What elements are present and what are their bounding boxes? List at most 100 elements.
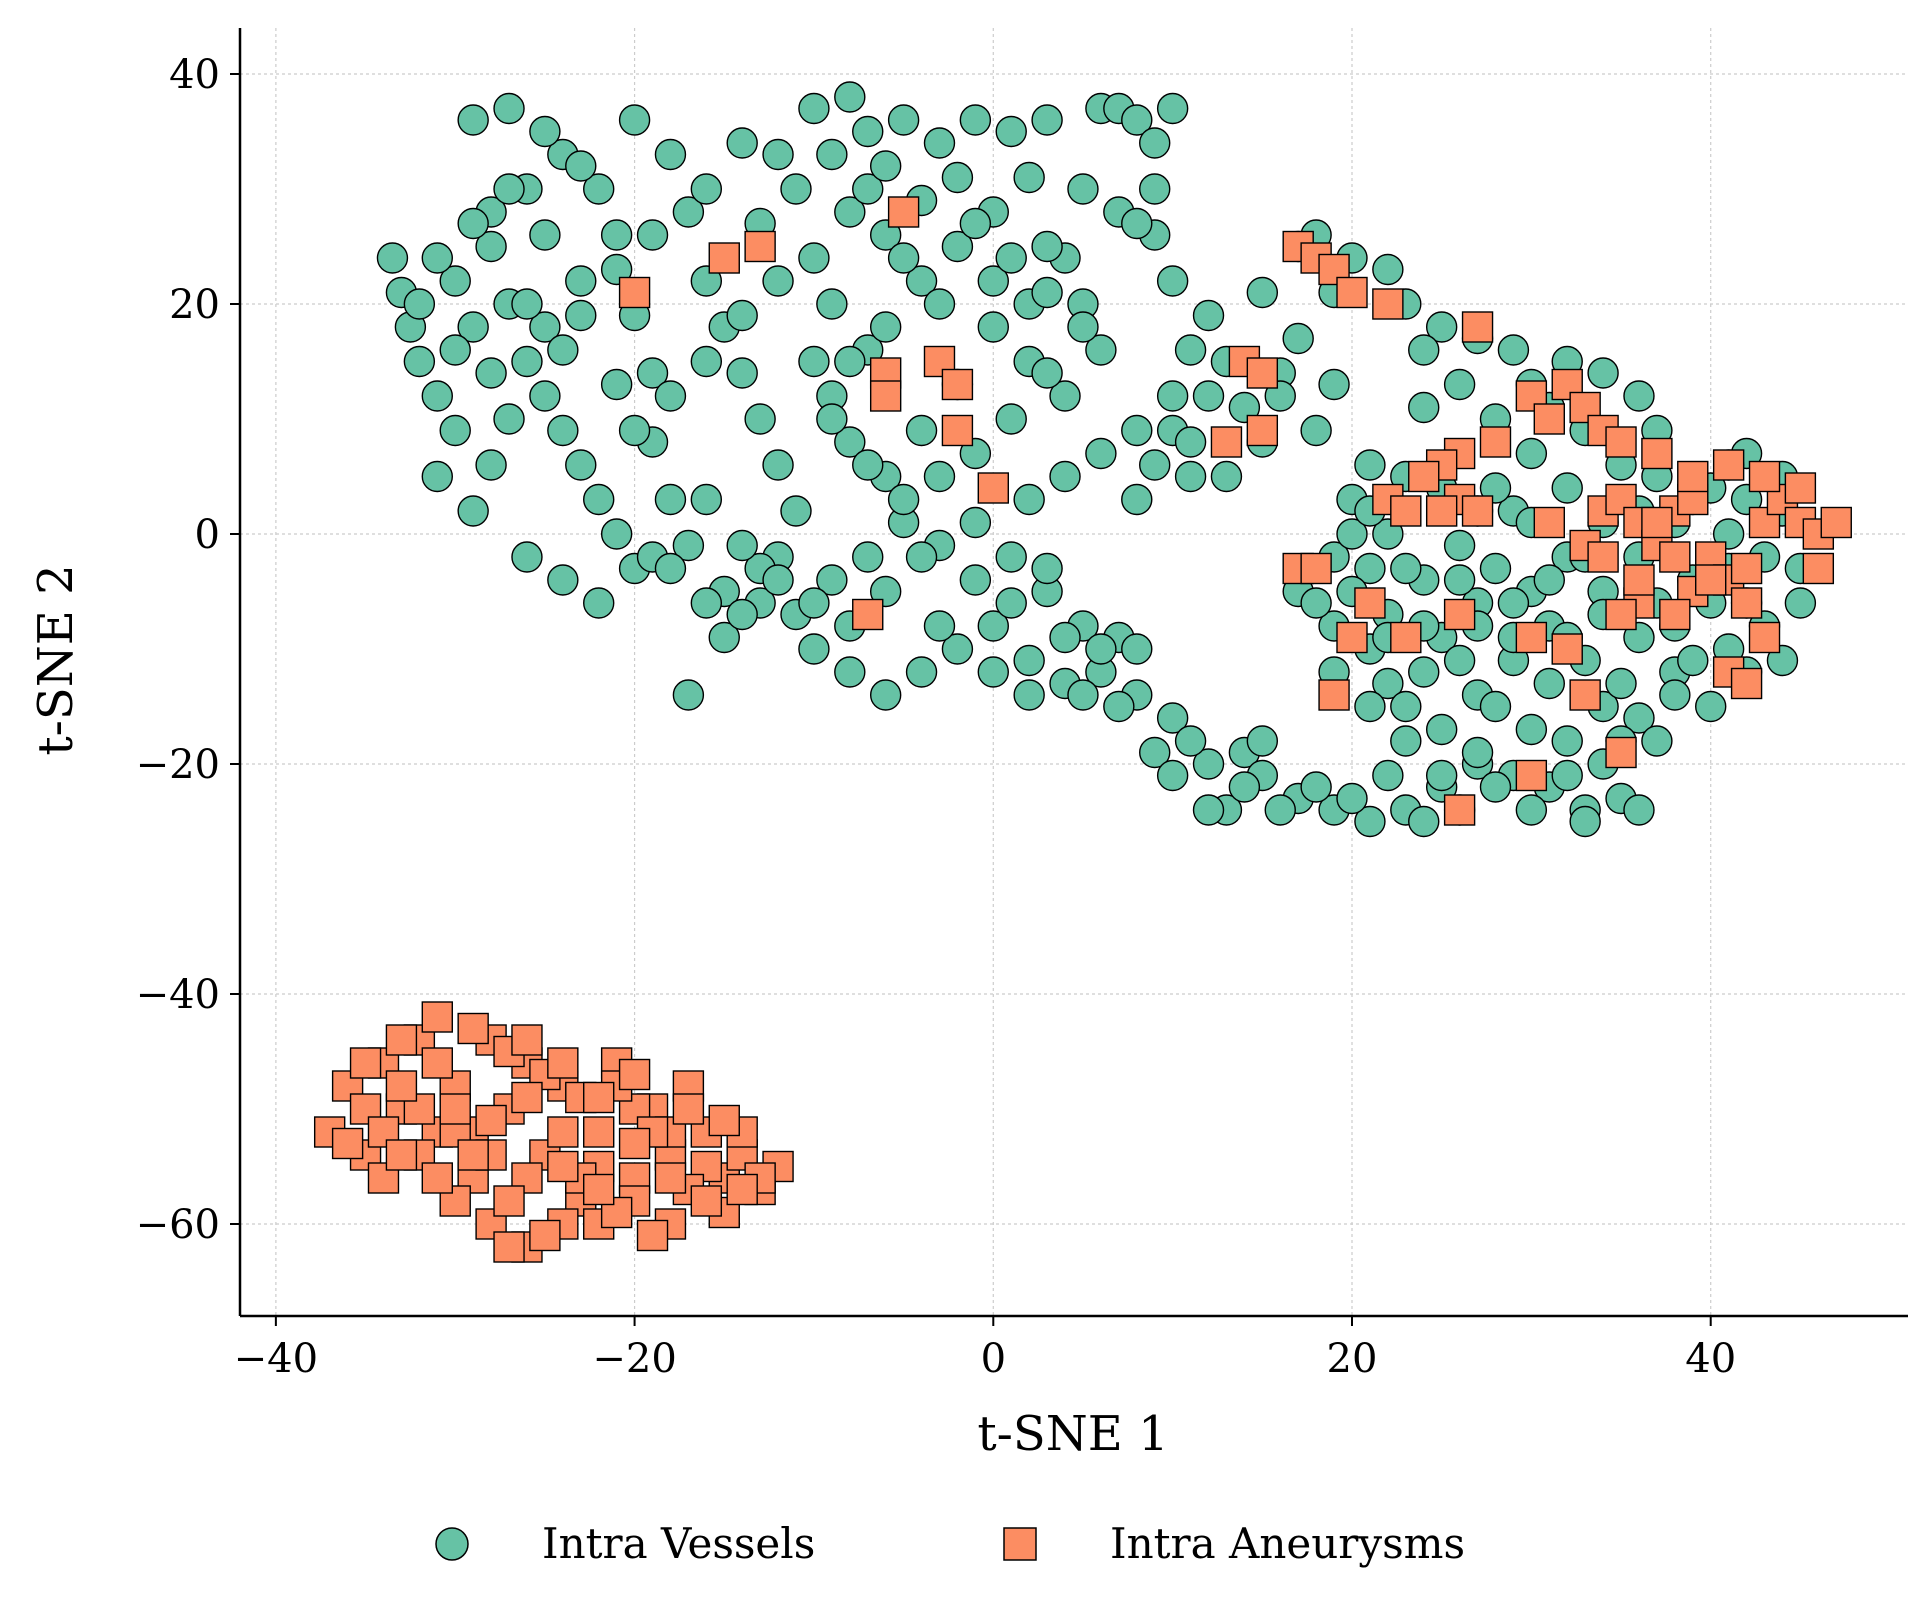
aneurysm-point	[547, 1150, 579, 1183]
vessel-point	[852, 449, 884, 481]
vessel-point	[816, 138, 848, 171]
vessel-point	[995, 541, 1027, 573]
vessel-point	[1264, 794, 1296, 826]
aneurysm-point	[852, 598, 884, 631]
aneurysm-point	[1587, 541, 1619, 573]
vessel-point	[1372, 759, 1404, 792]
aneurysm-point	[511, 1081, 543, 1114]
vessel-point	[1282, 322, 1314, 355]
vessel-point	[834, 656, 866, 688]
aneurysm-point	[1730, 552, 1763, 585]
vessel-point	[1623, 380, 1655, 412]
vessel-point	[1174, 460, 1207, 493]
vessel-point	[565, 150, 597, 182]
legend: Intra Vessels Intra Aneurysms	[435, 1519, 1465, 1568]
vessel-point	[1336, 518, 1368, 550]
legend-square-marker	[1003, 1527, 1037, 1561]
vessel-point	[1425, 713, 1458, 746]
vessel-point	[995, 115, 1027, 148]
vessel-point	[493, 92, 525, 125]
vessel-point	[905, 541, 938, 573]
vessel-point	[1515, 437, 1548, 470]
vessel-point	[511, 541, 543, 573]
x-tick-label: −40	[234, 1336, 318, 1382]
vessel-point	[1443, 644, 1476, 677]
vessel-point	[565, 265, 597, 297]
vessel-point	[941, 633, 974, 665]
vessel-point	[816, 288, 848, 320]
aneurysm-point	[1372, 288, 1404, 320]
aneurysm-point	[1730, 587, 1763, 619]
vessel-point	[493, 403, 525, 435]
vessel-point	[1031, 104, 1063, 136]
vessel-point	[439, 414, 471, 447]
aneurysm-point	[1641, 506, 1673, 539]
vessel-point	[905, 414, 938, 447]
vessel-point	[923, 288, 956, 320]
aneurysm-point	[1551, 368, 1583, 401]
legend-label-aneurysms: Intra Aneurysms	[1110, 1519, 1465, 1568]
vessel-point	[726, 127, 758, 159]
vessel-point	[1372, 667, 1404, 700]
vessel-point	[726, 299, 758, 332]
vessel-point	[1300, 414, 1332, 447]
vessel-point	[457, 495, 489, 527]
vessel-point	[600, 219, 633, 251]
aneurysm-point	[1515, 621, 1548, 654]
aneurysm-point	[1569, 679, 1601, 711]
vessel-point	[529, 311, 561, 343]
aneurysm-point	[385, 1070, 418, 1102]
y-tick-label: 20	[169, 282, 220, 328]
vessel-point	[1049, 380, 1081, 412]
vessel-point	[1085, 437, 1117, 470]
vessel-point	[1372, 253, 1404, 286]
vessel-point	[798, 242, 830, 274]
aneurysm-point	[475, 1104, 507, 1137]
aneurysm-point	[1802, 552, 1835, 585]
aneurysm-point	[1677, 460, 1709, 493]
vessel-point	[1641, 725, 1673, 757]
aneurysm-point	[547, 1116, 579, 1148]
vessel-point	[1049, 621, 1081, 654]
y-tick-label: −60	[136, 1202, 220, 1248]
vessel-point	[457, 311, 489, 343]
vessel-point	[511, 345, 543, 378]
vessel-point	[1121, 207, 1153, 240]
aneurysm-point	[547, 1047, 579, 1079]
vessel-point	[1174, 334, 1207, 366]
aneurysm-point	[529, 1219, 561, 1252]
aneurysm-point	[1390, 495, 1422, 527]
vessel-point	[959, 506, 992, 539]
aneurysm-point	[941, 368, 974, 401]
vessel-point	[1479, 771, 1512, 803]
vessel-point	[1479, 552, 1512, 585]
vessel-point	[672, 196, 705, 228]
vessel-point	[618, 104, 651, 136]
aneurysm-point	[618, 1058, 651, 1091]
vessel-point	[977, 265, 1009, 297]
vessel-point	[511, 288, 543, 320]
aneurysm-point	[1748, 621, 1781, 654]
aneurysm-point	[869, 380, 902, 412]
aneurysm-point	[493, 1231, 525, 1263]
vessel-point	[1425, 311, 1458, 343]
vessel-point	[529, 115, 561, 148]
aneurysm-point	[941, 414, 974, 447]
vessel-point	[726, 598, 758, 631]
vessel-point	[726, 357, 758, 389]
vessel-point	[1067, 173, 1099, 205]
aneurysm-point	[690, 1185, 723, 1217]
vessel-point	[475, 357, 507, 389]
vessel-point	[995, 403, 1027, 435]
vessel-point	[1390, 725, 1422, 757]
vessel-point	[1533, 564, 1565, 596]
aneurysm-point	[923, 345, 956, 378]
aneurysm-point	[1425, 495, 1458, 527]
aneurysm-point	[1605, 598, 1637, 631]
aneurysm-point	[1730, 667, 1763, 700]
vessel-point	[1318, 368, 1350, 401]
vessel-point	[672, 679, 705, 711]
aneurysm-point	[385, 1139, 418, 1171]
aneurysm-point	[439, 1093, 471, 1125]
vessel-point	[547, 564, 579, 596]
